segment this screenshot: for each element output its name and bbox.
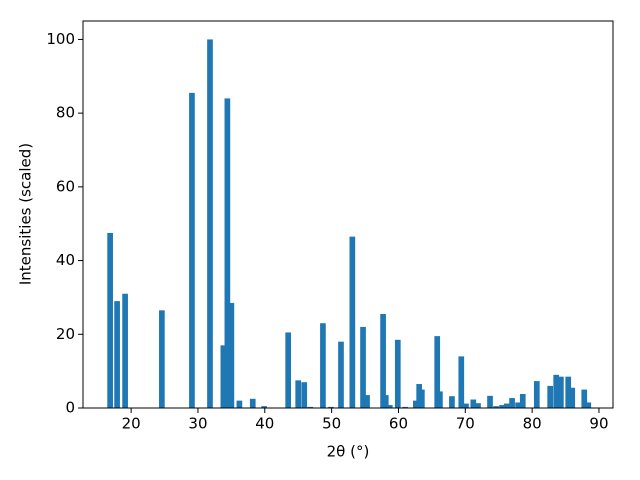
bar [382,395,389,408]
x-tick-label: 30 [188,415,207,433]
bar [349,236,356,408]
y-tick-label: 20 [56,325,75,343]
x-axis-label: 2θ (°) [327,443,370,461]
plot-frame [82,20,614,409]
bar [114,301,120,408]
y-axis-label: Intensities (scaled) [17,143,35,285]
bar [295,380,302,408]
bar [394,339,401,408]
x-tick-label: 20 [122,415,141,433]
bar [463,403,469,408]
bar [434,336,441,408]
y-tick-label: 60 [56,177,75,195]
bar [228,302,235,408]
x-tick-label: 70 [456,415,475,433]
bar [547,385,554,408]
bar [493,406,499,408]
bar [558,376,564,408]
bar [569,387,576,408]
bar [220,345,227,408]
y-tick-label: 40 [56,251,75,269]
bar [360,326,366,408]
bar [285,332,292,408]
bar [499,405,505,408]
x-tick-label: 40 [255,415,274,433]
bar [419,389,425,408]
bar [380,314,386,408]
bar [261,406,267,408]
bar [515,402,521,408]
bar [159,310,165,408]
bar [320,323,326,408]
y-tick-label: 80 [56,104,75,122]
bar [224,98,231,409]
bar [475,403,481,408]
bar [581,389,588,408]
bar [364,395,370,408]
bar [402,406,408,408]
bar [458,356,465,408]
bar [107,232,113,408]
bar [470,399,477,408]
bar [301,382,308,408]
bar [412,400,419,408]
bar [565,376,572,408]
bar [503,403,510,408]
bar [585,402,592,408]
x-tick-label: 80 [523,415,542,433]
x-tick-label: 60 [389,415,408,433]
bar [338,341,344,408]
bar [533,381,540,408]
bar [328,406,334,408]
bar [122,293,128,408]
bar [236,400,243,408]
bar [189,92,195,408]
bar [437,391,443,408]
bar [307,406,314,408]
bar [553,374,560,408]
bar [509,398,515,408]
bar [487,395,493,408]
y-tick-label: 100 [46,30,75,48]
bar [449,396,455,408]
x-tick-label: 50 [322,415,341,433]
bar [519,393,526,408]
y-tick-label: 0 [65,399,75,417]
bar [386,405,393,408]
bar [207,39,213,409]
x-tick-label: 90 [589,415,608,433]
bar [249,398,256,408]
